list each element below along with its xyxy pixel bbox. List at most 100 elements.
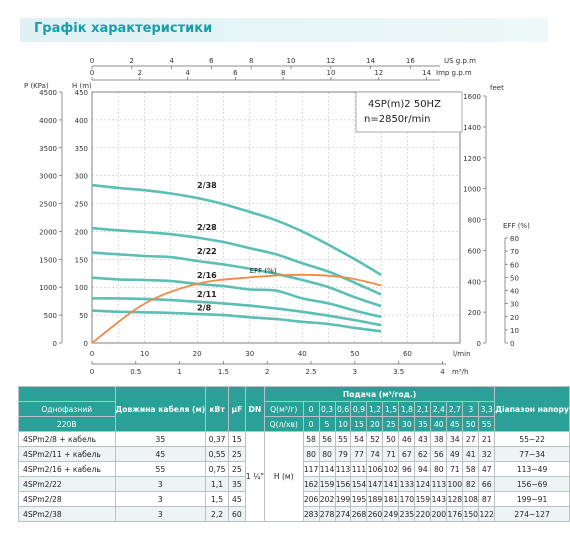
row-h-value: 114: [318, 461, 336, 477]
legend-box: [355, 91, 463, 133]
m3h-tick-label: 4: [440, 368, 445, 376]
row-h-value: 32: [478, 446, 496, 462]
row-h-value: 47: [478, 461, 496, 477]
header-q-ls: Q(л/хв): [263, 416, 304, 432]
eff-tick-label: 40: [510, 288, 519, 296]
p-tick-label: 4000: [39, 117, 57, 125]
row-h-value: 71: [446, 461, 464, 477]
header-q-ls-value: 55: [478, 416, 496, 432]
row-model: 4SPm2/16 + кабель: [18, 461, 116, 477]
row-h-value: 162: [302, 476, 320, 492]
row-h-value: 278: [318, 506, 336, 522]
lmin-tick-label: 60: [403, 350, 412, 358]
header-q-ls-value: 20: [366, 416, 384, 432]
series-label-2-16: 2/16: [197, 271, 217, 280]
lmin-tick-label: 40: [298, 350, 307, 358]
row-cable: 3: [114, 506, 207, 522]
us-tick-label: 10: [287, 57, 296, 65]
row-h-label: H (м): [263, 431, 304, 522]
row-model: 4SPm2/11 + кабель: [18, 446, 116, 462]
us-tick-label: 14: [366, 57, 375, 65]
us-tick-label: 8: [249, 57, 253, 65]
row-h-value: 34: [446, 431, 464, 447]
row-h-value: 195: [350, 491, 368, 507]
table-row: 4SPm2/22 3 1,1 35 162 159 156 154 147 141 133 124 11…: [18, 476, 570, 492]
row-cable: 3: [114, 491, 207, 507]
table-header-row: Однофазний Q(м³/г) 0 0,3 0,6 0,9 1,2 1,5 1,8 2,1 2…: [18, 401, 570, 417]
h-tick-label: 350: [75, 145, 88, 153]
row-model: 4SPm2/22: [18, 476, 116, 492]
p-tick-label: 2000: [39, 228, 57, 236]
series-line-2-22: [91, 251, 382, 308]
curves: [91, 183, 382, 344]
eff-tick-label: 0: [510, 340, 514, 348]
h-tick-label: 200: [75, 228, 88, 236]
row-h-value: 108: [462, 491, 480, 507]
labels: 2/38 2/28 2/22 2/16 2/11 2/8 EFF (%): [197, 181, 277, 312]
series-line-2-28: [91, 226, 382, 296]
feet-tick-label: 1200: [463, 155, 481, 163]
row-cable: 35: [114, 431, 207, 447]
row-h-value: 133: [398, 476, 416, 492]
series-label-2-8: 2/8: [197, 303, 211, 312]
row-h-value: 249: [382, 506, 400, 522]
p-tick-label: 2500: [39, 201, 57, 209]
feet-tick-label: 0: [477, 340, 481, 348]
row-h-value: 38: [430, 431, 448, 447]
row-h-value: 27: [462, 431, 480, 447]
m3h-tick-label: 3.5: [393, 368, 404, 376]
row-h-value: 220: [414, 506, 432, 522]
row-h-value: 106: [366, 461, 384, 477]
speed-label: n=2850r/min: [364, 114, 431, 125]
row-h-value: 58: [302, 431, 320, 447]
model-label: 4SP(m)2 50HZ: [368, 99, 441, 110]
series-label-2-28: 2/28: [197, 223, 217, 232]
us-tick-label: 6: [209, 57, 214, 65]
row-range: 113~49: [494, 461, 570, 477]
eff-tick-label: 80: [510, 235, 519, 243]
row-h-value: 62: [414, 446, 432, 462]
row-h-value: 200: [430, 506, 448, 522]
row-range: 199~91: [494, 491, 570, 507]
eff-tick-label: 70: [510, 248, 519, 256]
p-axis-label: P (KPa): [24, 82, 49, 90]
us-axis-label: US g.p.m: [444, 57, 476, 65]
us-tick-label: 2: [130, 57, 134, 65]
header-q-ls-value: 25: [382, 416, 400, 432]
h-tick-label: 100: [75, 284, 88, 292]
table-row: 4SPm2/28 3 1,5 45 206 202 199 195 189 181 170 159 14…: [18, 491, 570, 507]
row-h-value: 128: [446, 491, 464, 507]
h-axis-label: H (m): [72, 82, 92, 90]
m3h-tick-label: 3: [353, 368, 357, 376]
m3h-tick-label: 2.5: [305, 368, 316, 376]
m3h-tick-label: 0.5: [130, 368, 141, 376]
row-h-value: 156: [334, 476, 352, 492]
row-h-value: 283: [302, 506, 320, 522]
row-h-value: 206: [302, 491, 320, 507]
row-h-value: 122: [478, 506, 496, 522]
header-model-sub: 220В: [18, 416, 116, 432]
row-h-value: 150: [462, 506, 480, 522]
row-h-value: 80: [430, 461, 448, 477]
h-tick-label: 250: [75, 201, 88, 209]
row-h-value: 56: [318, 431, 336, 447]
row-uf: 25: [227, 461, 246, 477]
header-q-m3h-value: 0,9: [350, 401, 368, 417]
feet-tick-label: 1400: [463, 124, 481, 132]
series-line-2-8: [91, 309, 382, 333]
row-h-value: 50: [382, 431, 400, 447]
header-q-m3h-value: 0,6: [334, 401, 352, 417]
row-h-value: 154: [350, 476, 368, 492]
m3h-axis-label: m³/h: [452, 368, 468, 376]
table-header-row: 220В Q(л/хв) 0 5 10 15 20 25 30 35 40 45 50 55: [18, 416, 570, 432]
p-tick-label: 4500: [39, 89, 57, 97]
row-h-value: 82: [462, 476, 480, 492]
table-row: 4SPm2/11 + кабель 45 0,55 25 80 80 79 77 74 71 67 6…: [18, 446, 570, 462]
header-q-m3h-value: 2,1: [414, 401, 432, 417]
table-row: 4SPm2/16 + кабель 55 0,75 25 117 114 113 111 106…: [18, 461, 570, 477]
series-line-2-16: [91, 276, 382, 319]
row-range: 77~34: [494, 446, 570, 462]
series-line-2-38: [91, 183, 382, 277]
p-tick-label: 3500: [39, 145, 57, 153]
